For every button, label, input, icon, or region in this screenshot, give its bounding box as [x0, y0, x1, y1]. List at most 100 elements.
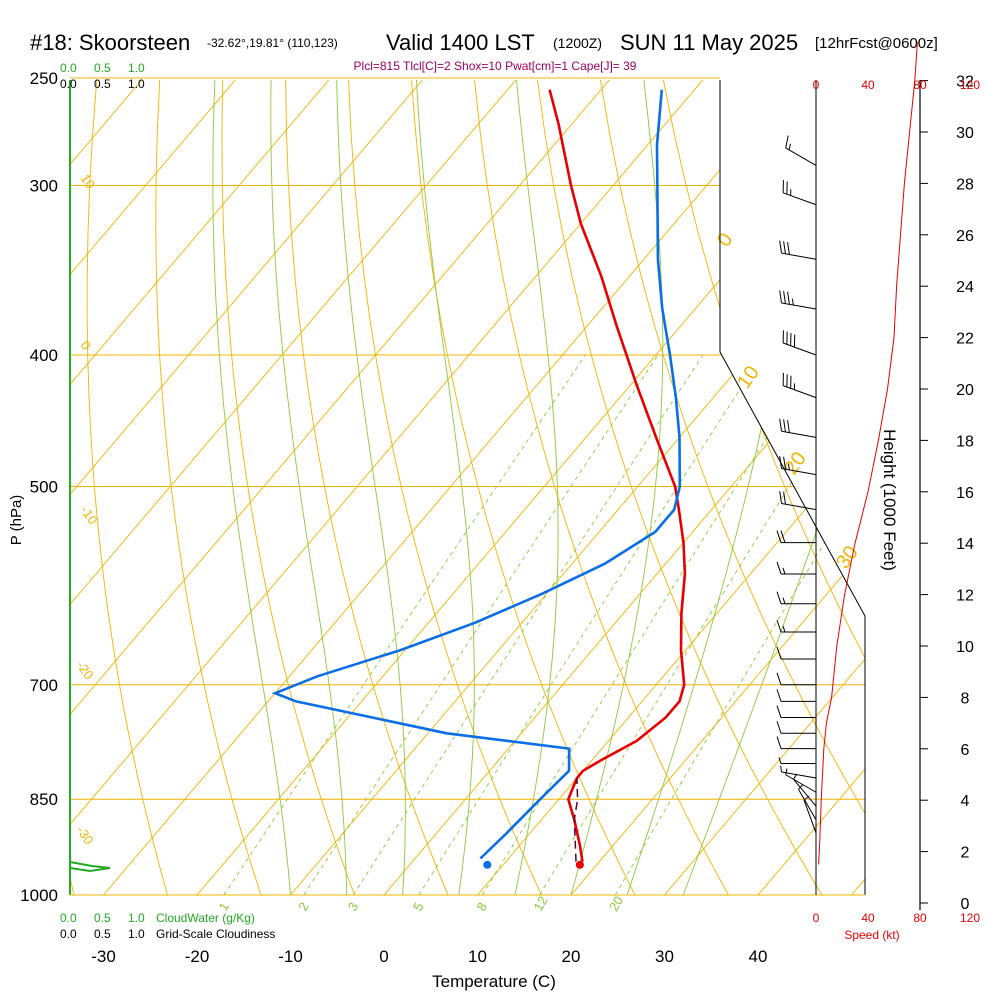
wind-barb-full — [776, 736, 782, 749]
moist-adiabat — [212, 80, 291, 895]
speed-bottom-0: 0 — [813, 911, 820, 925]
surface-dewpoint-dot — [483, 860, 492, 869]
wind-barb-staff — [798, 789, 817, 820]
cloudiness-top-1: 0.5 — [94, 77, 111, 91]
cloudwater-bottom-2: 1.0 — [128, 911, 145, 925]
moist-adiabat — [682, 80, 865, 895]
isotherm-label: 10 — [78, 171, 99, 191]
wind-barb-full — [776, 721, 782, 734]
wind-barb-staff — [781, 503, 817, 511]
valid-utc: (1200Z) — [553, 35, 602, 51]
wind-barb-full — [787, 291, 790, 305]
speed-bottom-1: 40 — [861, 911, 875, 925]
speed-top-1: 40 — [861, 78, 875, 92]
valid-time: Valid 1400 LST — [386, 30, 535, 55]
wind-barb-half — [788, 143, 791, 151]
cloudwater-top-2: 1.0 — [128, 61, 145, 75]
cloudiness-bottom-2: 1.0 — [128, 927, 145, 941]
moist-adiabat — [415, 80, 475, 895]
isotherm-line — [570, 80, 865, 895]
isotherm-line — [664, 80, 865, 895]
wind-barb-staff — [781, 302, 817, 310]
wind-barb-half — [787, 463, 790, 470]
wind-barb-staff — [781, 252, 817, 260]
wind-barb-half — [782, 625, 786, 633]
wind-barb-full — [787, 420, 790, 433]
profile-layer — [271, 42, 918, 869]
speed-top-0: 0 — [813, 78, 820, 92]
wind-barb-full — [785, 135, 789, 149]
plot-boundary — [719, 80, 866, 895]
height-tick-label: 0 — [961, 896, 970, 913]
cloudwater-label: CloudWater (g/Kg) — [156, 911, 255, 925]
speed-bottom-2: 80 — [913, 911, 927, 925]
dry-adiabat — [86, 80, 168, 895]
height-tick-label: 20 — [956, 382, 974, 399]
dry-adiabat — [221, 80, 355, 895]
cloudwater-bottom-0: 0.0 — [60, 911, 77, 925]
parcel-profile — [573, 777, 579, 862]
pressure-tick-label: 300 — [30, 176, 58, 195]
indices-line: Plcl=815 Tlcl[C]=2 Shox=10 Pwat[cm]=1 Ca… — [354, 59, 637, 73]
wind-barb-full — [779, 240, 783, 254]
moist-adiabat — [336, 80, 406, 895]
y-axis-title: P (hPa) — [8, 495, 25, 546]
station-coords: -32.62°,19.81° (110,123) — [207, 36, 338, 50]
surface-temperature-dot — [575, 860, 584, 869]
wind-barb-staff — [781, 771, 817, 779]
wind-barb-full — [783, 419, 786, 433]
dry-adiabat — [155, 80, 262, 895]
height-tick-label: 26 — [956, 228, 974, 245]
forecast-label: [12hrFcst@0600z] — [815, 35, 938, 52]
wind-barb-half — [803, 795, 810, 801]
dry-adiabat — [473, 80, 729, 895]
moist-adiabat — [514, 80, 559, 895]
wind-barb-half — [798, 784, 804, 790]
wind-barb-full — [776, 530, 782, 543]
wind-barb-full — [787, 241, 790, 255]
speed-top-2: 80 — [913, 78, 927, 92]
wind-barb-half — [780, 765, 783, 773]
height-tick-label: 24 — [956, 279, 974, 296]
wind-barb-staff — [782, 385, 817, 399]
height-tick-label: 16 — [956, 485, 974, 502]
height-tick-label: 2 — [961, 845, 970, 862]
wind-barb-full — [776, 646, 782, 660]
wind-barb-half — [778, 757, 782, 764]
wind-barb-full — [776, 689, 782, 702]
temperature-tick-label: 40 — [749, 947, 768, 966]
cloudwater-trace — [69, 861, 111, 873]
wind-barb-half — [782, 567, 786, 575]
wind-barb-staff — [785, 147, 817, 166]
temperature-tick-label: -30 — [91, 947, 116, 966]
wind-barb-staff — [803, 799, 817, 834]
dry-adiabat — [348, 80, 542, 895]
wind-barb-half — [782, 597, 786, 604]
wind-barb-half — [791, 298, 794, 306]
height-tick-label: 18 — [956, 433, 974, 450]
height-tick-label: 22 — [956, 331, 974, 348]
height-tick-label: 30 — [956, 125, 974, 142]
wind-barb-full — [779, 418, 783, 432]
temperature-tick-label: 0 — [379, 947, 388, 966]
isotherm-line — [70, 80, 238, 895]
isotherm-line — [70, 80, 331, 895]
wind-barbs — [776, 135, 817, 834]
wind-barb-full — [776, 672, 782, 685]
mixing-ratio-label: 12 — [531, 893, 551, 913]
pressure-tick-label: 500 — [30, 478, 58, 497]
height-tick-label: 28 — [956, 176, 974, 193]
cloudwater-bottom-1: 0.5 — [94, 911, 111, 925]
height-tick-label: 8 — [961, 690, 970, 707]
pressure-tick-label: 850 — [30, 790, 58, 809]
height-tick-label: 12 — [956, 588, 974, 605]
cloudwater-top-0: 0.0 — [60, 61, 77, 75]
pressure-tick-label: 700 — [30, 676, 58, 695]
speed-label: Speed (kt) — [844, 928, 899, 942]
pressure-tick-label: 400 — [30, 346, 58, 365]
cloudiness-label: Grid-Scale Cloudiness — [156, 927, 275, 941]
dewpoint-profile — [271, 89, 682, 860]
wind-barb-staff — [782, 342, 817, 356]
